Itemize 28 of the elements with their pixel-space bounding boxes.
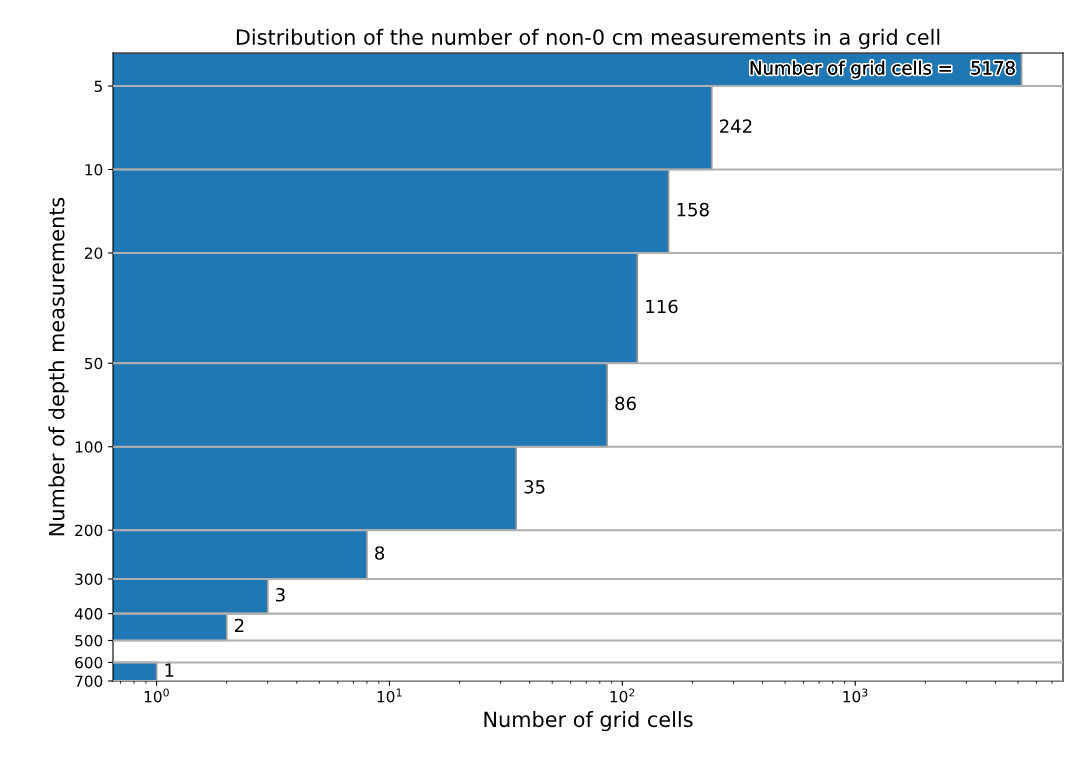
data-label: 158: [677, 202, 709, 217]
x-tick-label: 10$^{1}$: [377, 688, 402, 703]
y-tick-label: 500: [75, 634, 103, 647]
x-axis-title: Number of grid cells: [484, 711, 693, 732]
x-tick-label: 10$^{2}$: [610, 688, 635, 703]
y-axis-title: Number of depth measurements: [48, 197, 69, 536]
y-tick-label: 50: [85, 357, 103, 370]
y-tick-label: 10: [85, 163, 103, 176]
chart-title: Distribution of the number of non-0 cm measurements in a grid cell: [236, 28, 940, 49]
data-label: 1: [165, 663, 174, 677]
data-label: 3: [276, 587, 285, 602]
y-tick-label: 300: [75, 573, 103, 586]
data-label: 242: [720, 119, 752, 133]
y-tick-label: 600: [75, 656, 103, 669]
y-tick-label: 700: [75, 675, 103, 688]
y-tick-label: 100: [75, 441, 103, 453]
y-tick-label: 20: [84, 247, 103, 259]
data-label: 2: [234, 618, 244, 633]
x-tick-label: 10$^{0}$: [144, 688, 169, 703]
x-tick-label: 10$^{3}$: [843, 688, 868, 703]
data-label: 116: [646, 299, 678, 314]
y-tick-label: 400: [74, 608, 103, 620]
y-tick-label: 5: [94, 80, 102, 93]
data-label: 35: [524, 480, 545, 494]
data-label: 86: [615, 396, 636, 411]
y-tick-label: 200: [75, 524, 103, 537]
data-label: Number of grid cells = 5178: [750, 60, 1015, 79]
data-label: 8: [375, 546, 385, 560]
